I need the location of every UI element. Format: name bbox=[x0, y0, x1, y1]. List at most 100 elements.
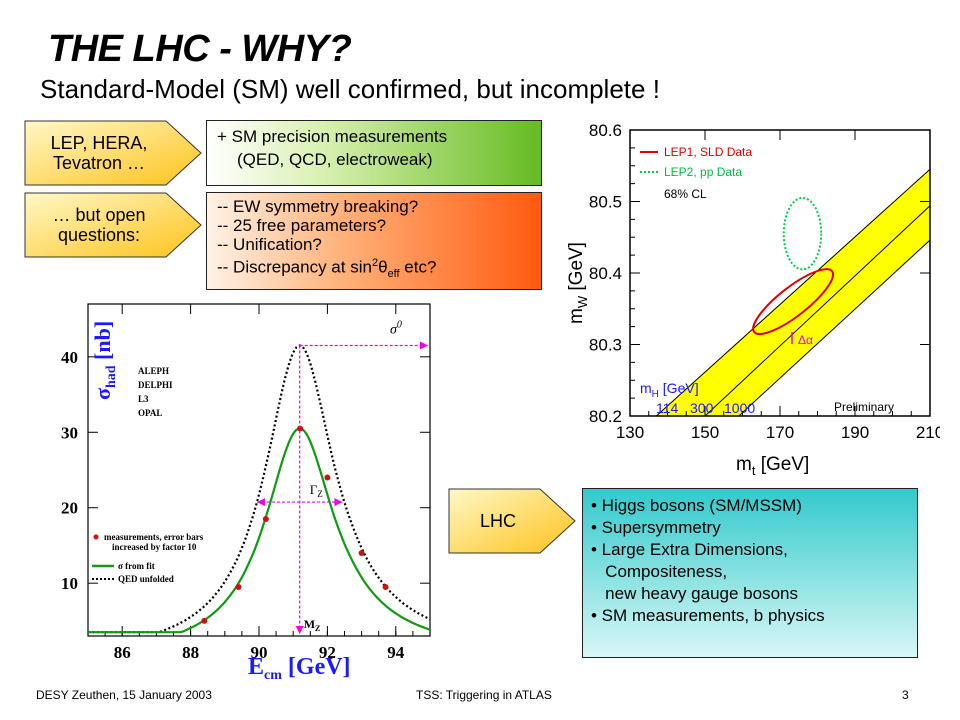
lep2-ellipse bbox=[782, 196, 823, 271]
x-tick-label: 150 bbox=[691, 423, 719, 442]
lhc-topic: • SM measurements, b physics bbox=[591, 606, 825, 625]
higgs-300-line bbox=[704, 205, 931, 417]
gammaz-label: ΓZ bbox=[310, 482, 323, 499]
question-item: -- 25 free parameters? bbox=[217, 216, 387, 235]
measurement-point bbox=[201, 617, 208, 624]
z-legend: measurements, error bars increased by fa… bbox=[92, 532, 204, 584]
y-axis-label: mW [GeV] bbox=[566, 242, 590, 324]
experiments-list: ALEPH DELPHI L3 OPAL bbox=[138, 366, 173, 418]
lhc-topic: Compositeness, bbox=[591, 562, 728, 581]
arrow-shape bbox=[24, 192, 202, 258]
plot-frame: 130 150 170 190 210 80.2 80.3 80.4 80.5 80.6 bbox=[589, 121, 940, 442]
sigma0-arrowhead bbox=[420, 341, 428, 350]
lhc-topics-box: • Higgs bosons (SM/MSSM) • Supersymmetry… bbox=[582, 488, 918, 658]
arrow-line-2: questions: bbox=[57, 225, 141, 245]
question-item: -- Unification? bbox=[217, 235, 322, 254]
z-annotations: σ0 MZ ΓZ bbox=[256, 320, 428, 634]
question-item-discrepancy: -- Discrepancy at sin2θeff etc? bbox=[217, 254, 531, 284]
x-tick-label: 190 bbox=[841, 423, 869, 442]
footer-title: TSS: Triggering in ATLAS bbox=[416, 688, 552, 702]
higgs-band bbox=[654, 168, 931, 417]
experiment-label: L3 bbox=[138, 394, 149, 404]
lhc-topic: • Large Extra Dimensions, bbox=[591, 540, 788, 559]
legend-text: LEP2, pp Data bbox=[664, 165, 742, 179]
measurement-point bbox=[262, 516, 269, 523]
question-item: -- EW symmetry breaking? bbox=[217, 197, 419, 216]
x-tick-label: 88 bbox=[182, 643, 199, 662]
plot-frame: 86 88 90 92 94 10 20 30 40 bbox=[61, 303, 431, 662]
delta-alpha-label: Δα bbox=[798, 333, 813, 347]
qed-unfolded-curve bbox=[88, 344, 431, 634]
measurement-point bbox=[382, 583, 389, 590]
y-tick-label: 30 bbox=[61, 423, 78, 442]
experiment-label: DELPHI bbox=[138, 380, 173, 390]
lhc-topic: new heavy gauge bosons bbox=[591, 584, 798, 603]
mz-sub: Z bbox=[315, 624, 320, 633]
measurement-point bbox=[358, 550, 365, 556]
mz-label: MZ bbox=[304, 617, 321, 633]
legend-text: QED unfolded bbox=[118, 574, 174, 584]
legend-text: LEP1, SLD Data bbox=[664, 145, 752, 159]
arrow-label: LHC bbox=[479, 511, 516, 531]
preliminary-label: Preliminary bbox=[834, 400, 894, 414]
x-tick-label: 170 bbox=[766, 423, 794, 442]
discrepancy-theta: θ bbox=[378, 257, 388, 277]
lhc-arrow: LHC bbox=[448, 488, 576, 554]
page-number: 3 bbox=[902, 688, 909, 702]
slide-subtitle: Standard-Model (SM) well confirmed, but … bbox=[40, 74, 660, 104]
x-tick-label: 210 bbox=[916, 423, 940, 442]
sigma0-sup: 0 bbox=[397, 320, 402, 331]
sigma0-label: σ0 bbox=[390, 320, 402, 338]
legend-point-marker bbox=[93, 534, 99, 540]
mz-arrowhead bbox=[295, 626, 304, 634]
lep1-ellipse bbox=[752, 268, 835, 336]
arrow-shape bbox=[24, 120, 202, 186]
legend-text: 68% CL bbox=[664, 187, 707, 201]
x-tick-label: 94 bbox=[387, 643, 405, 662]
precision-line-2: (QED, QCD, electroweak) bbox=[237, 150, 433, 169]
y-tick-label: 10 bbox=[61, 574, 78, 593]
z-lineshape-chart: 86 88 90 92 94 10 20 30 40 σhad [nb] Ecm [GeV] A… bbox=[61, 303, 431, 682]
discrepancy-sup: 2 bbox=[371, 257, 379, 269]
y-axis-label: σhad [nb] bbox=[90, 321, 119, 400]
legend-text: measurements, error bars bbox=[104, 532, 204, 542]
precision-box: + SM precision measurements (QED, QCD, e… bbox=[206, 120, 542, 186]
y-tick-label: 80.5 bbox=[589, 193, 622, 212]
y-tick-label: 80.4 bbox=[589, 264, 622, 283]
y-tick-label: 80.2 bbox=[589, 407, 622, 426]
higgs-mass-value: 300 bbox=[690, 400, 714, 416]
questions-box: -- EW symmetry breaking? -- 25 free para… bbox=[206, 192, 542, 290]
x-tick-label: 130 bbox=[616, 423, 644, 442]
measurement-point bbox=[324, 474, 331, 481]
higgs-mass-title: mH [GeV] bbox=[640, 380, 699, 400]
arrow-line-2: Tevatron … bbox=[52, 153, 146, 173]
plot-marks bbox=[88, 344, 431, 634]
plot-marks bbox=[752, 196, 835, 336]
gammaz-arrowhead-right bbox=[334, 498, 343, 507]
higgs-band-area bbox=[654, 168, 931, 417]
slide-title: THE LHC - WHY? bbox=[48, 28, 352, 70]
precision-line-1: + SM precision measurements bbox=[217, 127, 448, 146]
footer-event: DESY Zeuthen, 15 January 2003 bbox=[36, 688, 212, 702]
y-tick-label: 80.3 bbox=[589, 336, 622, 355]
legend-text: increased by factor 10 bbox=[112, 542, 197, 552]
mw-mt-chart: 130 150 170 190 210 80.2 80.3 80.4 80.5 80.6 mW [… bbox=[566, 121, 940, 478]
x-axis-label: Ecm [GeV] bbox=[248, 654, 351, 682]
higgs-mass-labels: mH [GeV] 114 300 1000 bbox=[640, 380, 755, 416]
lep-hera-arrow: LEP, HERA, Tevatron … bbox=[24, 120, 202, 186]
x-tick-label: 90 bbox=[251, 643, 268, 662]
plot-border bbox=[87, 303, 431, 637]
higgs-mass-value: 1000 bbox=[724, 400, 755, 416]
arrow-shape bbox=[448, 488, 576, 554]
gammaz-sub: Z bbox=[317, 489, 323, 499]
y-tick-label: 40 bbox=[61, 348, 78, 367]
discrepancy-sub: eff bbox=[387, 268, 400, 281]
x-tick-label: 86 bbox=[114, 643, 131, 662]
x-axis-label: mt [GeV] bbox=[736, 454, 809, 478]
w-legend: LEP1, SLD Data LEP2, pp Data 68% CL bbox=[640, 145, 752, 201]
measurement-point bbox=[235, 583, 242, 590]
discrepancy-suffix: etc? bbox=[399, 257, 437, 277]
open-questions-arrow: … but open questions: bbox=[24, 192, 202, 258]
y-tick-label: 20 bbox=[61, 499, 78, 518]
arrow-line-1: … but open bbox=[52, 205, 146, 225]
